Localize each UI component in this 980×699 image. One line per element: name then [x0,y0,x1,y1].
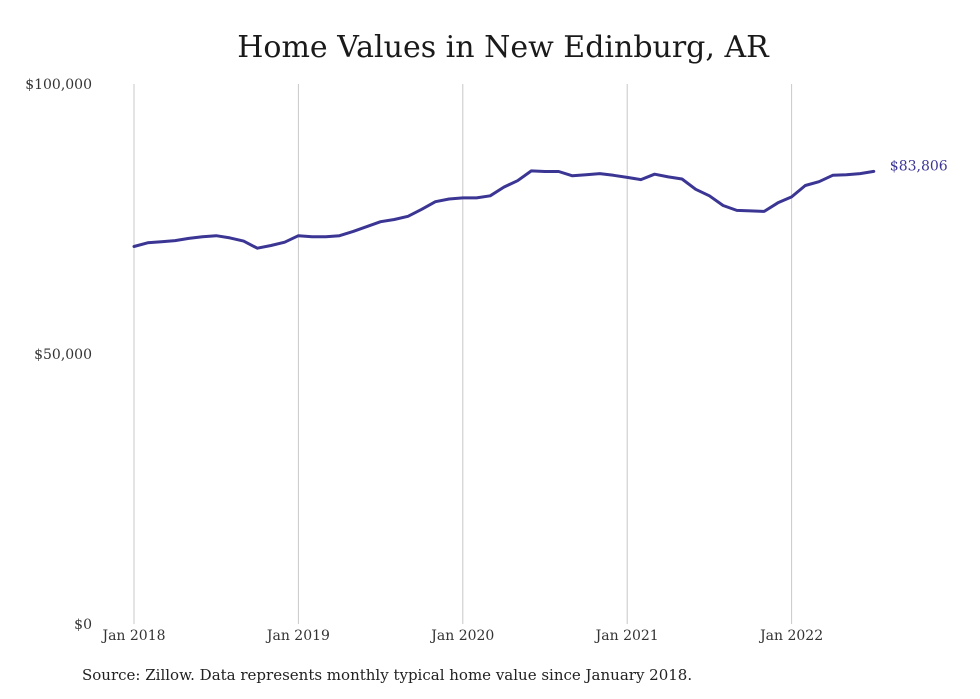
x-tick-label: Jan 2019 [265,628,330,644]
series-line-0 [132,169,876,250]
y-tick-label: $100,000 [25,77,92,93]
grid-lines [133,84,793,624]
chart-title: Home Values in New Edinburg, AR [237,30,769,65]
x-tick-label: Jan 2020 [429,628,494,644]
x-tick-label: Jan 2021 [594,628,659,644]
source-note: Source: Zillow. Data represents monthly … [82,666,693,684]
y-tick-label: $50,000 [34,347,92,363]
x-tick-label: Jan 2022 [758,628,823,644]
x-axis-ticks: Jan 2018 Jan 2019 Jan 2020 Jan 2021 Jan 2022 [100,628,823,644]
x-tick-label: Jan 2018 [100,628,165,644]
y-tick-label: $0 [74,617,92,633]
series-layer [132,169,876,250]
y-axis-ticks: $0 $50,000 $100,000 [25,77,92,633]
end-value-label: $83,806 [890,158,948,174]
